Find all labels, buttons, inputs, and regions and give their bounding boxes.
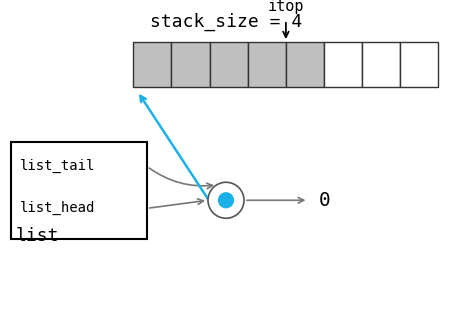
Bar [361, 42, 400, 87]
Bar [247, 42, 285, 87]
Text: list_head: list_head [20, 201, 96, 215]
Text: itop: itop [267, 0, 304, 14]
Bar [171, 42, 209, 87]
Text: list: list [16, 227, 59, 245]
Text: list_tail: list_tail [20, 159, 96, 173]
Bar [133, 42, 171, 87]
Circle shape [207, 182, 244, 218]
Bar [11, 142, 147, 239]
Bar [323, 42, 361, 87]
Text: stack_size = 4: stack_size = 4 [150, 13, 301, 31]
Bar [400, 42, 437, 87]
Circle shape [217, 192, 234, 208]
Bar [285, 42, 323, 87]
Bar [209, 42, 247, 87]
Text: 0: 0 [318, 191, 329, 210]
